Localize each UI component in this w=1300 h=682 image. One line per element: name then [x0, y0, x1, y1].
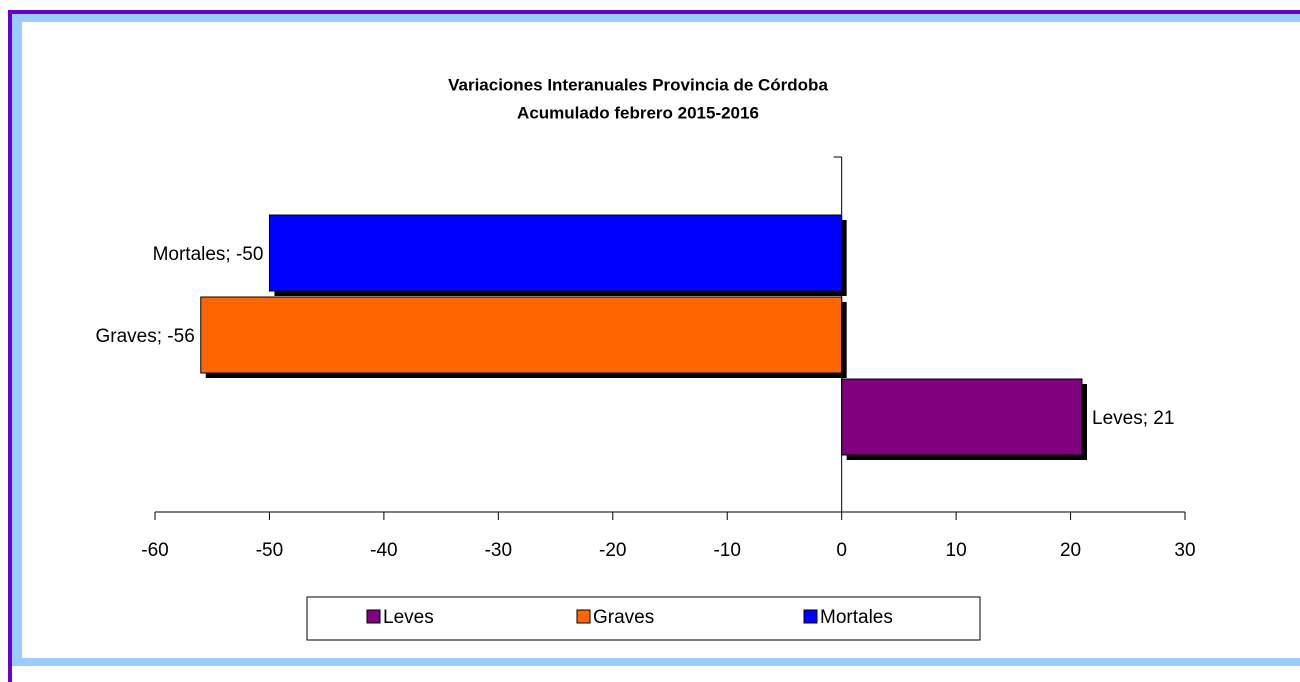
x-tick-label: -40: [370, 540, 397, 561]
x-tick-label: 10: [946, 540, 967, 561]
chart-title: Variaciones Interanuales Provincia de Có…: [448, 75, 828, 94]
legend-label: Graves: [593, 607, 654, 628]
x-tick-label: -20: [599, 540, 626, 561]
frame-left: [8, 10, 12, 682]
x-tick-label: 0: [836, 540, 847, 561]
legend-label: Leves: [383, 607, 434, 628]
legend-swatch: [576, 609, 591, 624]
bar: [200, 296, 843, 374]
x-tick-label: -60: [141, 540, 168, 561]
x-tick-label: -30: [485, 540, 512, 561]
legend-label: Mortales: [820, 607, 893, 628]
data-label: Mortales; -50: [153, 244, 264, 265]
data-label: Leves; 21: [1092, 408, 1174, 429]
data-label: Graves; -56: [96, 326, 195, 347]
legend-swatch: [803, 609, 818, 624]
bar: [841, 378, 1083, 456]
x-tick-label: -10: [713, 540, 740, 561]
legend-box: [306, 596, 981, 641]
x-tick-label: 30: [1174, 540, 1195, 561]
frame-top: [8, 10, 1300, 14]
x-tick-label: 20: [1060, 540, 1081, 561]
legend-swatch: [366, 609, 381, 624]
bar: [268, 214, 843, 292]
x-tick-label: -50: [256, 540, 283, 561]
chart-subtitle: Acumulado febrero 2015-2016: [517, 103, 759, 122]
